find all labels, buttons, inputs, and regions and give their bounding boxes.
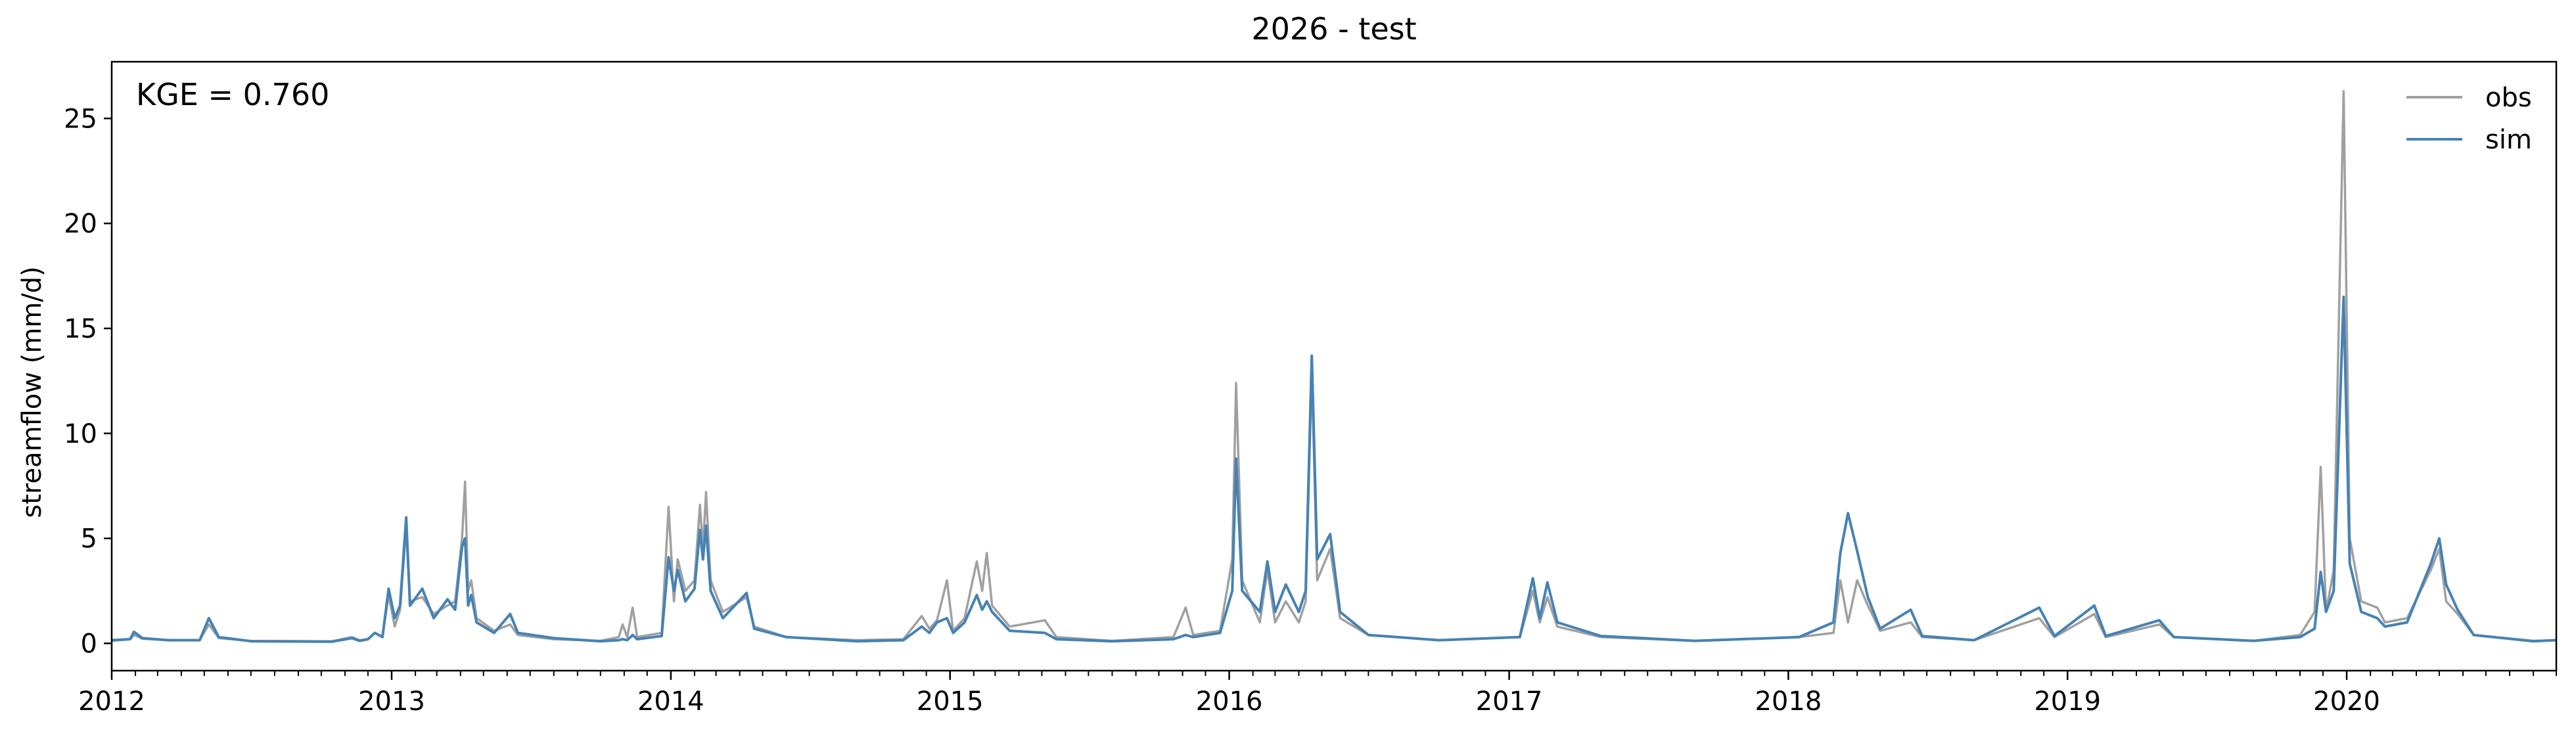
chart-title: 2026 - test: [1251, 11, 1416, 47]
x-tick-label: 2015: [917, 686, 984, 717]
chart-legend: obs sim: [2406, 83, 2532, 155]
kge-annotation: KGE = 0.760: [136, 77, 329, 112]
x-tick-label: 2014: [637, 686, 704, 717]
legend-label-sim: sim: [2485, 125, 2532, 155]
plot-area-frame: [110, 60, 2558, 672]
x-tick-label: 2013: [358, 686, 425, 717]
x-tick-label: 2012: [78, 686, 145, 717]
series-lines: [112, 90, 2556, 643]
x-tick-label: 2019: [2034, 686, 2101, 717]
x-tick-label: 2016: [1196, 686, 1263, 717]
x-tick-label: 2020: [2313, 686, 2380, 717]
y-tick-label: 5: [81, 524, 97, 554]
y-tick-label: 0: [81, 629, 97, 659]
y-tick-label: 25: [64, 104, 97, 134]
legend-label-obs: obs: [2485, 83, 2532, 113]
y-axis-label: streamflow (mm/d): [17, 266, 47, 518]
x-tick-label: 2017: [1476, 686, 1543, 717]
axis-ticks: 0 5 10 15 20 25 2012 2013 2014 2015 2016 2017 2018 20…: [64, 104, 2557, 717]
series-line-sim: [112, 296, 2556, 643]
x-tick-label: 2018: [1755, 686, 1822, 717]
y-tick-label: 10: [64, 419, 97, 449]
y-tick-label: 20: [64, 209, 97, 239]
y-tick-label: 15: [64, 314, 97, 344]
